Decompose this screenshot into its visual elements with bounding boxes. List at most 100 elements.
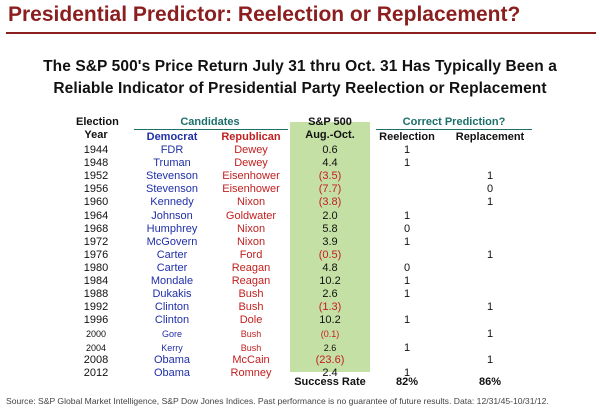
democrat-cell: McGovern bbox=[146, 235, 198, 248]
subtitle-line-2: Reliable Indicator of Presidential Party… bbox=[53, 80, 547, 97]
year-cell: 2004 bbox=[85, 342, 107, 353]
year-cell: 1972 bbox=[83, 235, 109, 248]
header-republican: Republican bbox=[221, 131, 281, 143]
replacement-cell: 1 bbox=[486, 248, 494, 261]
republican-cell: Reagan bbox=[231, 261, 271, 274]
sp500-value-cell: 2.4 bbox=[322, 366, 338, 379]
democrat-cell: Humphrey bbox=[146, 222, 198, 235]
prediction-rule bbox=[376, 129, 532, 130]
reelection-cell: 1 bbox=[403, 209, 411, 222]
sp500-value-cell: (0.5) bbox=[318, 248, 342, 261]
year-cell: 2012 bbox=[83, 366, 109, 379]
republican-cell: Bush bbox=[240, 342, 262, 353]
year-cell: 1944 bbox=[83, 144, 109, 156]
democrat-cell: Obama bbox=[153, 353, 191, 366]
republican-cell: Dewey bbox=[234, 157, 268, 170]
year-cell: 1984 bbox=[83, 275, 109, 287]
sp500-value-cell: (1.3) bbox=[318, 301, 342, 314]
replacement-cell: 1 bbox=[486, 328, 494, 341]
reelection-cell: 1 bbox=[403, 275, 411, 287]
republican-cell: Ford bbox=[239, 248, 263, 261]
reelection-cell: 1 bbox=[403, 314, 411, 327]
source-footnote: Source: S&P Global Market Intelligence, … bbox=[6, 396, 549, 406]
success-rate-replacement: 86% bbox=[478, 376, 502, 388]
year-cell: 2008 bbox=[83, 353, 109, 366]
republican-cell: Dewey bbox=[234, 144, 268, 156]
year-cell: 1980 bbox=[83, 261, 109, 274]
year-cell: 1956 bbox=[83, 183, 109, 196]
republican-cell: Eisenhower bbox=[222, 183, 280, 196]
democrat-cell: Carter bbox=[156, 261, 188, 274]
democrat-cell: Obama bbox=[153, 366, 191, 379]
year-cell: 1948 bbox=[83, 157, 109, 170]
republican-cell: Bush bbox=[240, 329, 262, 340]
success-rate-reelection: 82% bbox=[395, 376, 419, 388]
replacement-cell: 1 bbox=[486, 353, 494, 366]
republican-cell: Nixon bbox=[236, 222, 266, 235]
replacement-cell: 0 bbox=[486, 183, 494, 196]
year-cell: 1988 bbox=[83, 288, 109, 301]
year-cell: 1976 bbox=[83, 248, 109, 261]
sp500-value-cell: (0.1) bbox=[320, 329, 340, 340]
sp500-value-cell: (7.7) bbox=[318, 183, 342, 196]
year-cell: 1968 bbox=[83, 222, 109, 235]
republican-cell: Goldwater bbox=[225, 209, 277, 222]
sp500-value-cell: 3.9 bbox=[322, 235, 338, 248]
subtitle-line-1: The S&P 500's Price Return July 31 thru … bbox=[43, 58, 557, 75]
reelection-cell: 1 bbox=[403, 144, 411, 156]
header-candidates: Candidates bbox=[180, 116, 240, 128]
democrat-cell: Truman bbox=[153, 157, 191, 170]
candidates-rule bbox=[134, 129, 288, 130]
republican-cell: Bush bbox=[238, 301, 264, 314]
sp500-value-cell: 2.6 bbox=[323, 342, 337, 353]
year-cell: 1952 bbox=[83, 170, 109, 183]
title-rule bbox=[6, 32, 596, 34]
sp500-value-cell: 2.0 bbox=[322, 209, 338, 222]
sp500-value-cell: 4.8 bbox=[322, 261, 338, 274]
sp500-value-cell: (23.6) bbox=[315, 353, 345, 366]
republican-cell: Nixon bbox=[236, 196, 266, 209]
header-replacement: Replacement bbox=[455, 131, 525, 143]
sp500-value-cell: 10.2 bbox=[319, 275, 341, 287]
democrat-cell: Mondale bbox=[150, 275, 194, 287]
year-cell: 1960 bbox=[83, 196, 109, 209]
democrat-cell: Gore bbox=[161, 329, 182, 340]
republican-cell: Bush bbox=[238, 288, 264, 301]
democrat-cell: Kennedy bbox=[150, 196, 194, 209]
sp500-value-cell: 2.6 bbox=[322, 288, 338, 301]
sp500-value-cell: (3.8) bbox=[318, 196, 342, 209]
republican-cell: McCain bbox=[232, 353, 270, 366]
republican-cell: Romney bbox=[230, 366, 272, 379]
democrat-cell: FDR bbox=[160, 144, 184, 156]
republican-cell: Eisenhower bbox=[222, 170, 280, 183]
header-election: Election bbox=[76, 116, 119, 128]
democrat-cell: Johnson bbox=[151, 209, 193, 222]
republican-cell: Nixon bbox=[236, 235, 266, 248]
success-rate-label: Success Rate bbox=[294, 376, 366, 388]
year-cell: 2000 bbox=[85, 329, 107, 340]
democrat-cell: Stevenson bbox=[146, 170, 198, 183]
democrat-cell: Stevenson bbox=[146, 183, 198, 196]
democrat-cell: Clinton bbox=[154, 301, 190, 314]
democrat-cell: Dukakis bbox=[152, 288, 192, 301]
sp500-value-cell: 5.8 bbox=[322, 222, 338, 235]
reelection-cell: 0 bbox=[403, 222, 411, 235]
reelection-cell: 1 bbox=[403, 235, 411, 248]
sp500-value-cell: 10.2 bbox=[319, 314, 341, 327]
replacement-cell: 1 bbox=[486, 301, 494, 314]
democrat-cell: Carter bbox=[156, 248, 188, 261]
header-aug-oct: Aug.-Oct. bbox=[305, 129, 355, 141]
sp500-value-cell: 4.4 bbox=[322, 157, 338, 170]
reelection-cell: 1 bbox=[403, 157, 411, 170]
reelection-cell: 1 bbox=[403, 341, 411, 354]
replacement-cell: 1 bbox=[486, 196, 494, 209]
header-reelection: Reelection bbox=[379, 131, 435, 143]
year-cell: 1996 bbox=[83, 314, 109, 327]
democrat-cell: Clinton bbox=[154, 314, 190, 327]
header-correct-prediction: Correct Prediction? bbox=[402, 116, 506, 128]
sp500-value-cell: 0.6 bbox=[322, 144, 338, 156]
republican-cell: Dole bbox=[239, 314, 263, 327]
reelection-cell: 1 bbox=[403, 366, 411, 379]
sp500-value-cell: (3.5) bbox=[318, 170, 342, 183]
democrat-cell: Kerry bbox=[161, 342, 183, 353]
